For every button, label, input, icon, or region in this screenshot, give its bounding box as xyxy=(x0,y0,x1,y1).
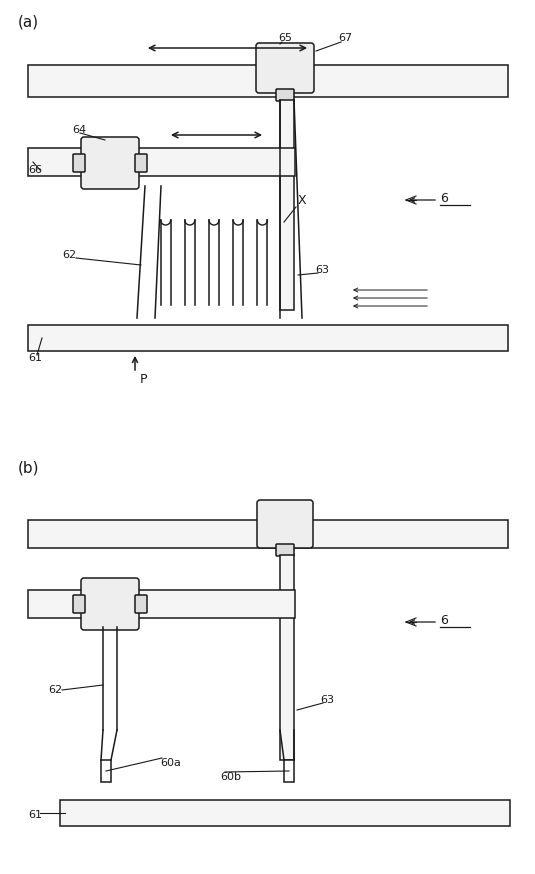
FancyBboxPatch shape xyxy=(276,89,294,101)
Text: 63: 63 xyxy=(315,265,329,275)
Bar xyxy=(28,148,295,176)
Text: 60a: 60a xyxy=(160,758,181,768)
Text: X: X xyxy=(298,193,307,206)
FancyBboxPatch shape xyxy=(81,137,139,189)
FancyBboxPatch shape xyxy=(73,154,85,172)
Bar xyxy=(28,590,295,618)
FancyBboxPatch shape xyxy=(257,500,313,548)
FancyBboxPatch shape xyxy=(256,43,314,93)
Text: 67: 67 xyxy=(338,33,352,43)
Bar xyxy=(280,100,294,310)
Bar xyxy=(280,555,294,760)
Text: 6: 6 xyxy=(440,191,448,205)
Bar xyxy=(284,760,294,782)
FancyBboxPatch shape xyxy=(135,595,147,613)
Text: 64: 64 xyxy=(72,125,86,135)
Text: (a): (a) xyxy=(18,15,39,30)
Bar xyxy=(101,760,111,782)
FancyBboxPatch shape xyxy=(81,578,139,630)
Bar xyxy=(28,520,508,548)
FancyBboxPatch shape xyxy=(73,595,85,613)
Text: 61: 61 xyxy=(28,353,42,363)
Text: 60b: 60b xyxy=(220,772,241,782)
Bar xyxy=(60,800,510,826)
FancyBboxPatch shape xyxy=(135,154,147,172)
Text: P: P xyxy=(140,373,148,386)
Text: 61: 61 xyxy=(28,810,42,820)
Text: 63: 63 xyxy=(320,695,334,705)
Text: 65: 65 xyxy=(278,33,292,43)
Text: (b): (b) xyxy=(18,461,40,475)
Text: 6: 6 xyxy=(440,614,448,627)
Text: 62: 62 xyxy=(62,250,76,260)
Bar xyxy=(28,325,508,351)
FancyBboxPatch shape xyxy=(276,544,294,556)
Text: 66: 66 xyxy=(28,165,42,175)
Text: 62: 62 xyxy=(48,685,62,695)
Bar xyxy=(28,65,508,97)
